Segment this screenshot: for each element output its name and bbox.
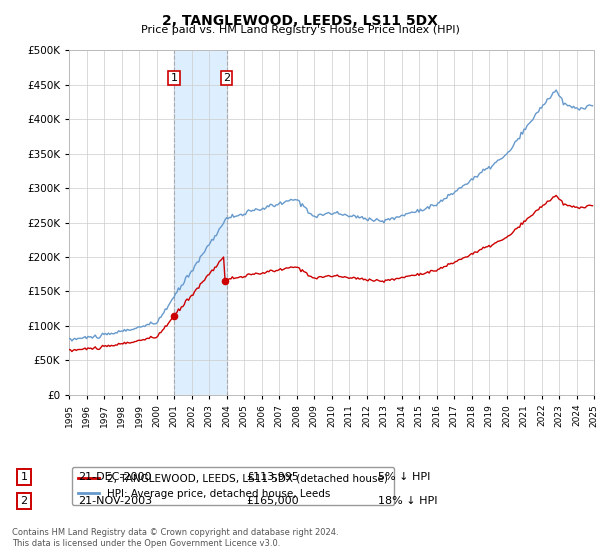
Text: This data is licensed under the Open Government Licence v3.0.: This data is licensed under the Open Gov…: [12, 539, 280, 548]
Text: Contains HM Land Registry data © Crown copyright and database right 2024.: Contains HM Land Registry data © Crown c…: [12, 529, 338, 538]
Text: 2: 2: [20, 496, 28, 506]
Text: Price paid vs. HM Land Registry's House Price Index (HPI): Price paid vs. HM Land Registry's House …: [140, 25, 460, 35]
Text: 1: 1: [20, 472, 28, 482]
Text: 2: 2: [223, 73, 230, 83]
Text: £113,995: £113,995: [246, 472, 299, 482]
Text: 21-DEC-2000: 21-DEC-2000: [78, 472, 151, 482]
Bar: [174, 50, 227, 395]
Text: 2, TANGLEWOOD, LEEDS, LS11 5DX: 2, TANGLEWOOD, LEEDS, LS11 5DX: [162, 14, 438, 28]
Text: £165,000: £165,000: [246, 496, 299, 506]
Point: [169, 312, 179, 321]
Text: 1: 1: [170, 73, 178, 83]
Legend: 2, TANGLEWOOD, LEEDS, LS11 5DX (detached house), HPI: Average price, detached ho: 2, TANGLEWOOD, LEEDS, LS11 5DX (detached…: [71, 467, 394, 505]
Point: [220, 277, 230, 286]
Text: 21-NOV-2003: 21-NOV-2003: [78, 496, 152, 506]
Text: 5% ↓ HPI: 5% ↓ HPI: [378, 472, 430, 482]
Text: 18% ↓ HPI: 18% ↓ HPI: [378, 496, 437, 506]
